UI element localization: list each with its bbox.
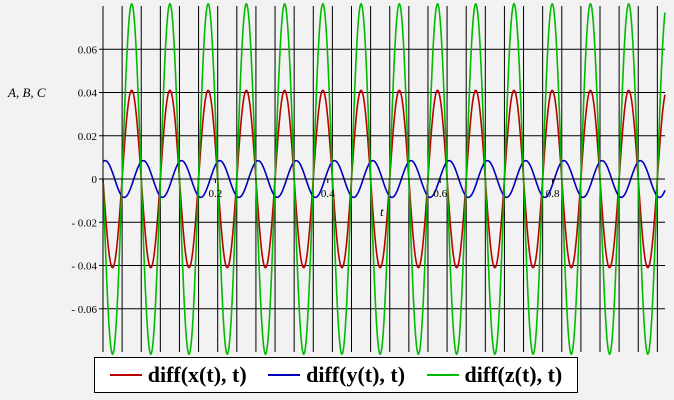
series-line-2 bbox=[102, 159, 666, 199]
y-tick-label: 0.02 bbox=[78, 131, 97, 143]
y-tick-label: 0.04 bbox=[78, 88, 98, 100]
legend-swatch-blue bbox=[268, 374, 301, 376]
legend-label: diff(y(t), t) bbox=[306, 362, 406, 387]
legend-item-series-2: diff(y(t), t) bbox=[268, 362, 405, 388]
legend-item-series-1: diff(x(t), t) bbox=[109, 362, 247, 388]
y-tick-label: - 0.06 bbox=[71, 304, 97, 316]
series-line-3 bbox=[102, 2, 666, 356]
series-lines bbox=[102, 2, 666, 356]
legend-swatch-red bbox=[109, 374, 142, 376]
legend-item-series-3: diff(z(t), t) bbox=[426, 362, 563, 388]
series-line-1 bbox=[102, 89, 666, 269]
legend-label: diff(z(t), t) bbox=[464, 362, 563, 387]
x-tick-label: 0.2 bbox=[209, 188, 223, 200]
legend-swatch-green bbox=[426, 374, 459, 376]
y-tick-label: 0 bbox=[92, 174, 98, 186]
x-tick-label: 0.8 bbox=[546, 188, 560, 200]
x-axis-label: t bbox=[380, 204, 384, 219]
x-tick-label: 0.4 bbox=[321, 188, 335, 200]
axes: 0.06 0.04 0.02 0 - 0.02 - 0.04 - 0.06 0.2 0.4 0.6… bbox=[71, 6, 665, 352]
line-chart: 0.06 0.04 0.02 0 - 0.02 - 0.04 - 0.06 0.2 0.4 0.6… bbox=[7, 2, 666, 356]
x-tick-label: 0.6 bbox=[433, 188, 447, 200]
legend: diff(x(t), t) diff(y(t), t) diff(z(t), t… bbox=[94, 357, 578, 393]
legend-label: diff(x(t), t) bbox=[147, 362, 247, 387]
y-tick-label: 0.06 bbox=[78, 44, 98, 56]
y-tick-label: - 0.04 bbox=[71, 261, 97, 273]
y-axis-label: A, B, C bbox=[7, 85, 46, 100]
y-tick-label: - 0.02 bbox=[71, 217, 97, 229]
